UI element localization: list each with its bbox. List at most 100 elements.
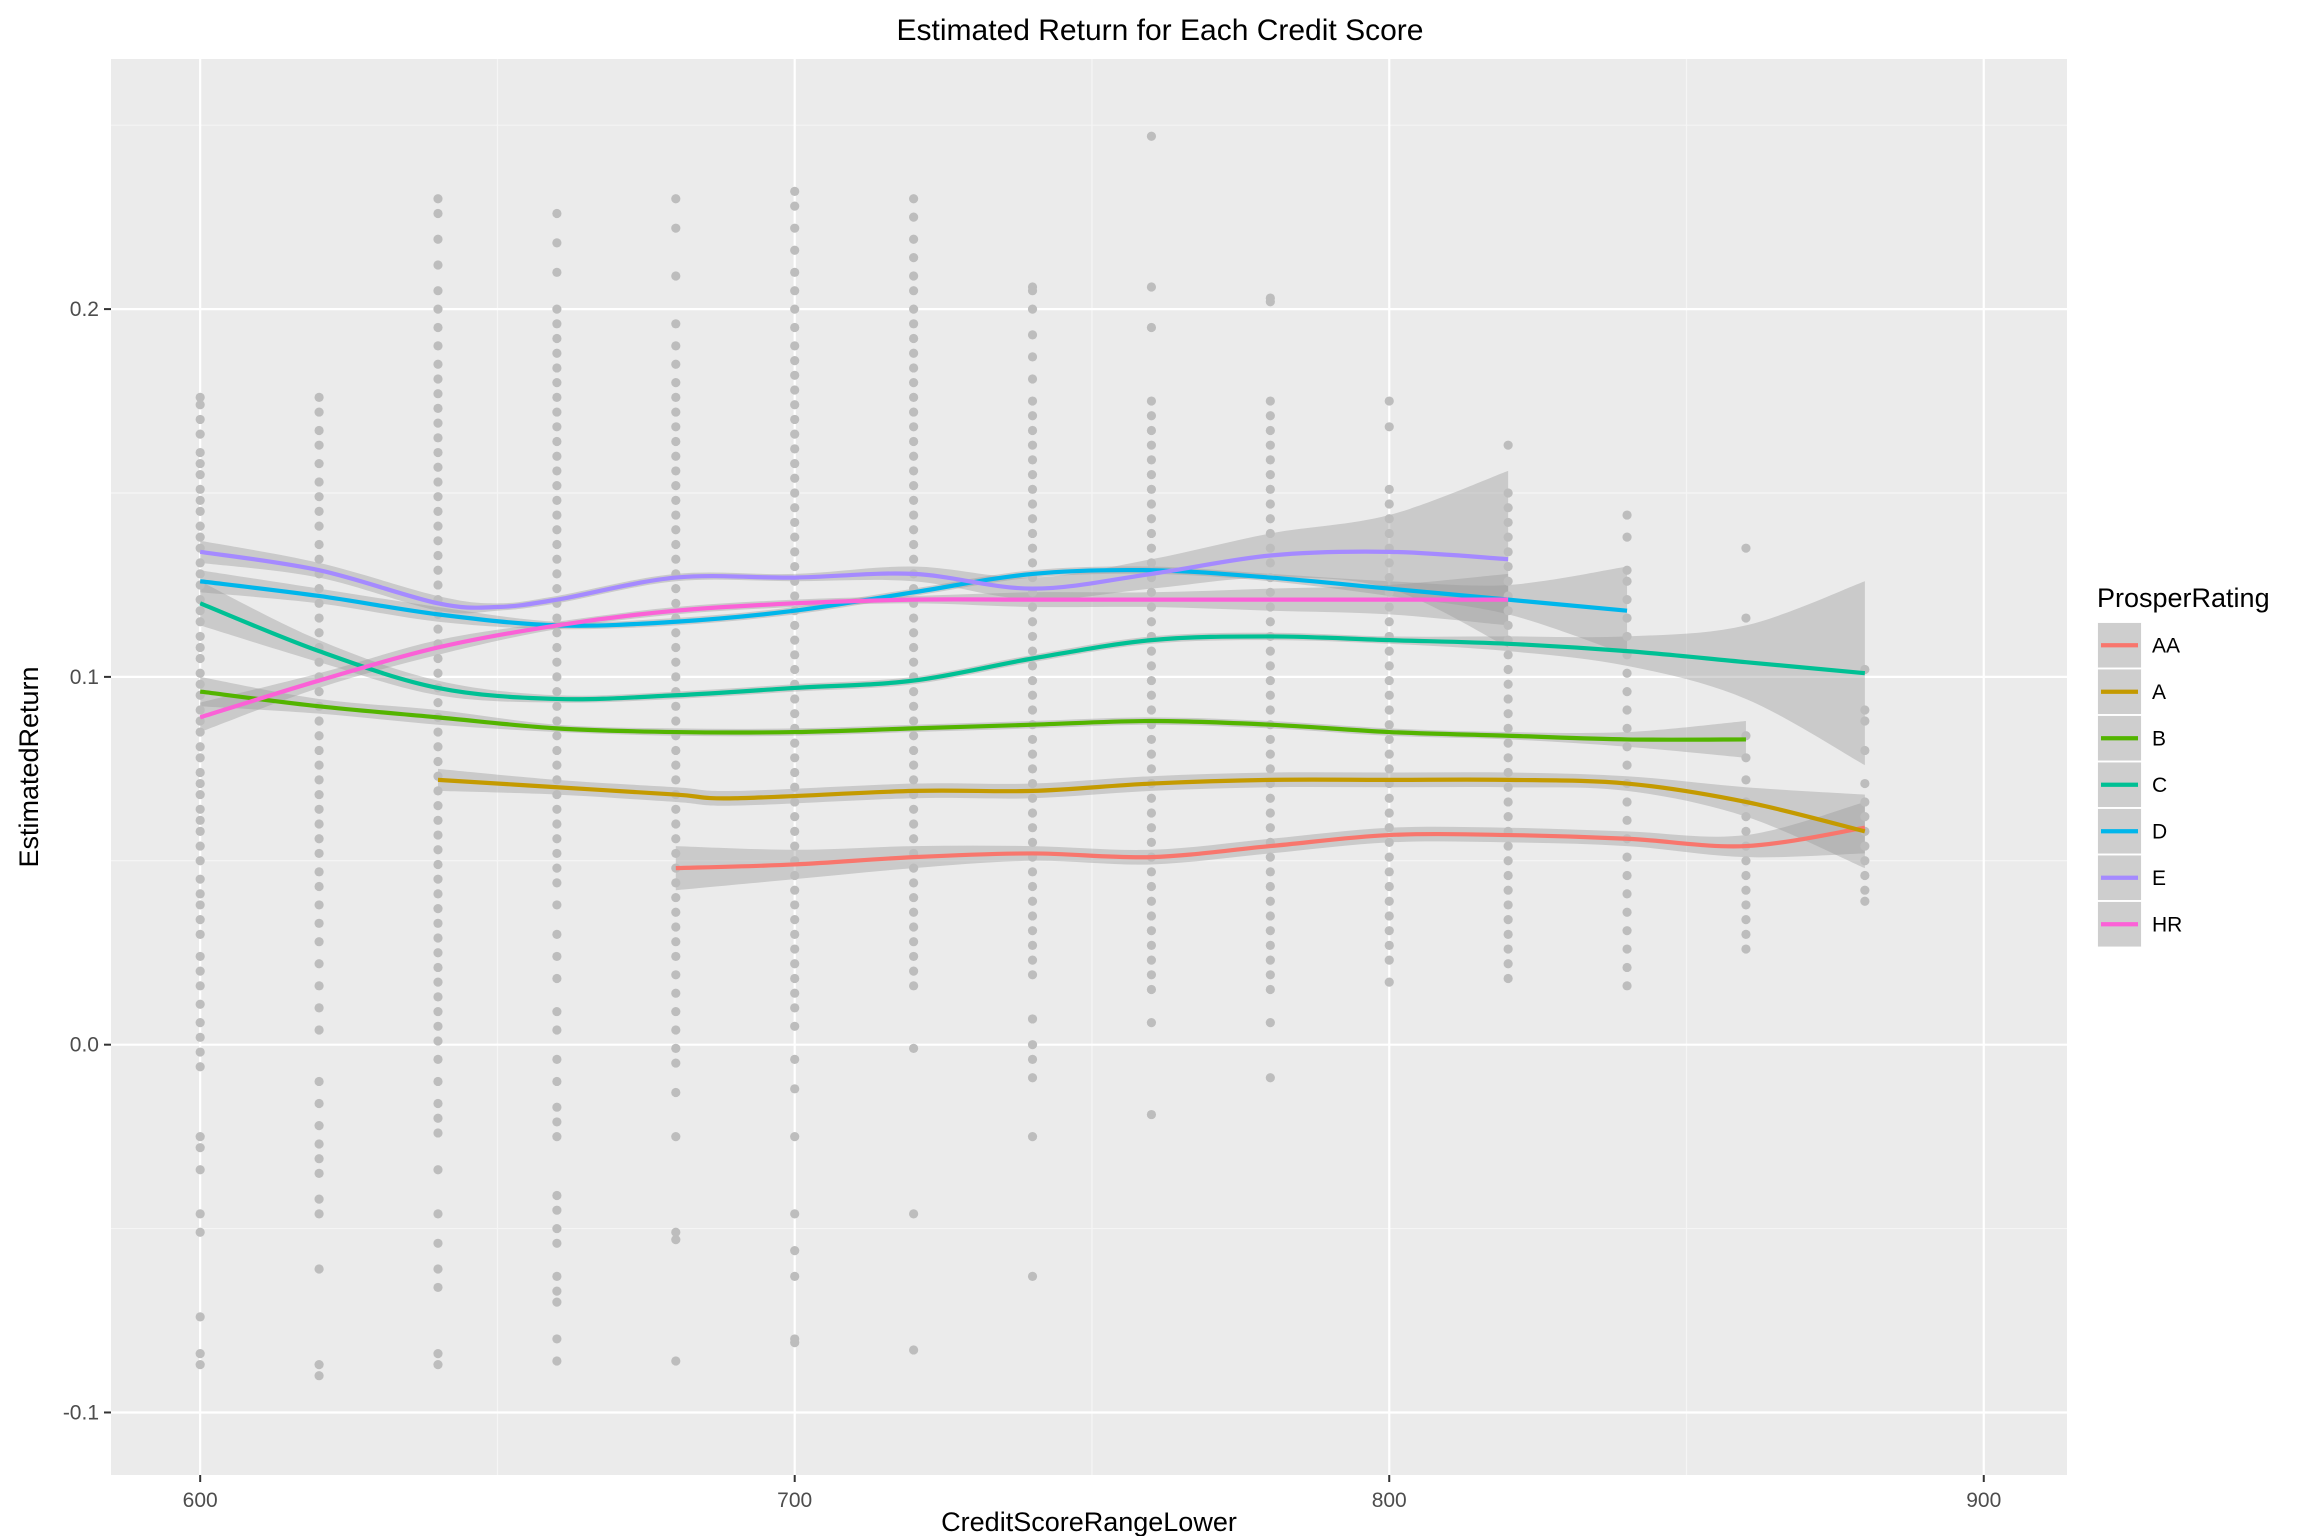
scatter-point <box>433 904 443 914</box>
scatter-point <box>790 547 800 557</box>
scatter-point <box>1503 929 1513 939</box>
scatter-point <box>790 322 800 333</box>
scatter-point <box>1027 499 1038 509</box>
scatter-point <box>1027 705 1038 715</box>
scatter-point <box>1146 558 1157 568</box>
scatter-point <box>1384 852 1394 862</box>
scatter-point <box>909 539 919 550</box>
scatter-point <box>909 1345 919 1355</box>
scatter-point <box>433 359 443 369</box>
scatter-point <box>1146 543 1157 553</box>
scatter-point <box>1860 797 1870 807</box>
scatter-point <box>195 1062 205 1072</box>
scatter-point <box>314 392 324 402</box>
scatter-point <box>552 378 562 388</box>
scatter-point <box>552 525 562 535</box>
scatter-point <box>195 727 205 737</box>
scatter-point <box>433 1360 443 1370</box>
scatter-point <box>1503 753 1513 763</box>
scatter-point <box>195 458 205 469</box>
scatter-point <box>790 1021 800 1031</box>
scatter-point <box>790 517 800 528</box>
scatter-point <box>552 422 562 432</box>
scatter-point <box>314 834 324 844</box>
scatter-point <box>1622 889 1632 899</box>
scatter-point <box>552 745 562 756</box>
scatter-point <box>1265 587 1275 597</box>
scatter-point <box>790 223 800 233</box>
scatter-point <box>790 694 800 704</box>
scatter-point <box>1503 532 1513 542</box>
scatter-point <box>909 481 919 491</box>
scatter-point <box>671 525 681 535</box>
scatter-point <box>1027 793 1038 803</box>
scatter-point <box>433 506 443 516</box>
scatter-point <box>1503 440 1513 450</box>
scatter-point <box>790 414 800 425</box>
scatter-point <box>1265 867 1275 877</box>
scatter-point <box>195 815 205 825</box>
scatter-point <box>1384 911 1394 921</box>
scatter-point <box>1146 705 1157 715</box>
scatter-point <box>790 753 800 763</box>
scatter-point <box>1265 484 1275 494</box>
legend-label-E: E <box>2152 867 2166 890</box>
scatter-point <box>790 664 800 675</box>
scatter-point <box>195 900 205 910</box>
scatter-point <box>1265 852 1275 862</box>
scatter-point <box>1265 734 1275 745</box>
scatter-point <box>1146 970 1157 980</box>
scatter-point <box>1503 503 1513 513</box>
line-C <box>199 601 1866 702</box>
scatter-point <box>790 245 800 255</box>
scatter-point <box>314 1154 324 1164</box>
scatter-point <box>195 753 205 763</box>
scatter-point <box>314 539 324 550</box>
scatter-point <box>314 1264 324 1274</box>
scatter-point <box>433 389 443 399</box>
scatter-point <box>671 819 681 829</box>
scatter-point <box>314 716 324 726</box>
scatter-point <box>1146 734 1157 745</box>
scatter-point <box>1146 425 1157 436</box>
scatter-point <box>1384 661 1394 671</box>
scatter-point <box>1503 694 1513 704</box>
scatter-point <box>433 859 443 870</box>
scatter-point <box>314 687 324 697</box>
scatter-point <box>1384 867 1394 877</box>
legend-label-B: B <box>2152 727 2166 750</box>
scatter-point <box>909 745 919 756</box>
scatter-point <box>1860 745 1870 756</box>
scatter-point <box>671 378 681 388</box>
scatter-point <box>790 444 800 454</box>
scatter-point <box>552 1297 562 1307</box>
scatter-point <box>433 1264 443 1274</box>
scatter-point <box>1384 558 1394 568</box>
scatter-point <box>1384 514 1394 524</box>
scatter-point <box>1027 823 1038 833</box>
scatter-point <box>1027 304 1038 314</box>
scatter-point <box>909 495 919 505</box>
scatter-point <box>1384 675 1394 686</box>
scatter-point <box>1622 565 1632 575</box>
scatter-point <box>671 1006 681 1017</box>
scatter-point <box>1503 944 1513 954</box>
scatter-point <box>790 782 800 792</box>
scatter-point <box>433 341 443 351</box>
scatter-point <box>1027 970 1038 980</box>
scatter-point <box>314 477 324 487</box>
scatter-point <box>671 907 681 917</box>
scatter-point <box>195 874 205 884</box>
scatter-point <box>552 267 562 277</box>
scatter-point <box>1503 738 1513 748</box>
scatter-point <box>909 1043 919 1053</box>
scatter-point <box>1146 1109 1157 1120</box>
scatter-point <box>433 801 443 811</box>
scatter-point <box>195 841 205 851</box>
scatter-point <box>790 738 800 748</box>
legend-label-A: A <box>2152 681 2166 704</box>
scatter-point <box>909 981 919 991</box>
scatter-point <box>671 1356 681 1366</box>
scatter-point <box>790 503 800 513</box>
x-axis-title: CreditScoreRangeLower <box>941 1507 1237 1536</box>
